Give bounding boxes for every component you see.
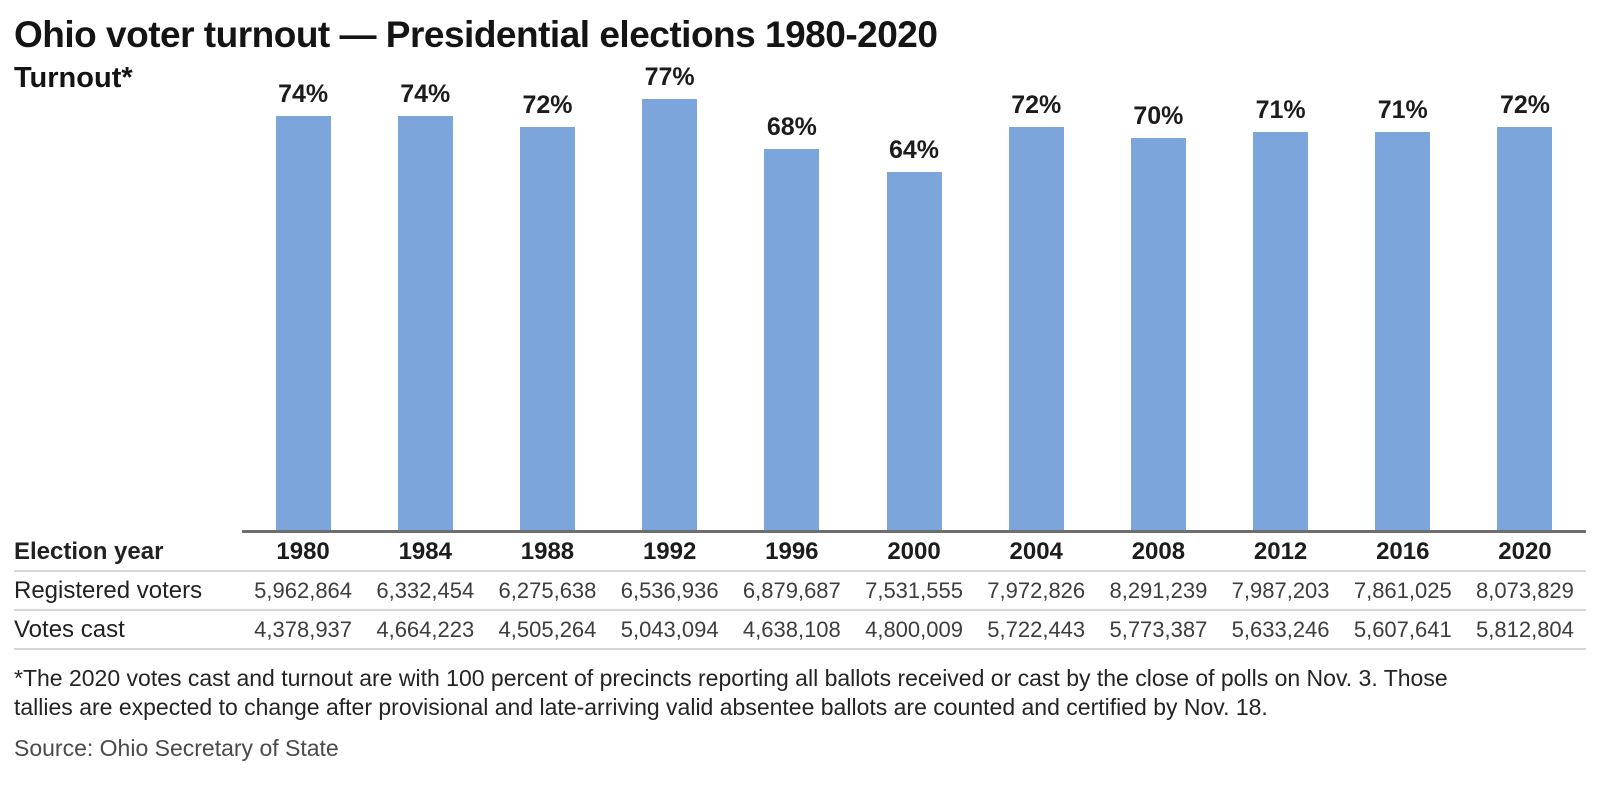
bar-column-1988: 72% <box>486 60 608 530</box>
table-row-votes-cast: Votes cast 4,378,937 4,664,223 4,505,264 5,… <box>14 611 1586 650</box>
footnote-line-1: *The 2020 votes cast and turnout are wit… <box>14 665 1448 691</box>
table-cell: 7,531,555 <box>865 577 963 603</box>
bar-value-label: 72% <box>522 90 573 119</box>
bar <box>519 126 575 530</box>
table-cell: 5,633,246 <box>1231 616 1330 642</box>
bar-column-2012: 71% <box>1220 60 1342 530</box>
table-cell: 7,972,826 <box>987 577 1086 603</box>
bar-value-label: 64% <box>889 135 940 164</box>
bar-value-label: 70% <box>1133 102 1184 130</box>
bar-value-label: 72% <box>1499 90 1550 119</box>
table-cell: 6,536,936 <box>620 577 719 603</box>
row-label-registered-voters: Registered voters <box>14 576 203 604</box>
table-cell: 6,275,638 <box>498 577 597 603</box>
table-cell: 5,812,804 <box>1476 616 1574 642</box>
table-cell: 4,664,223 <box>376 616 475 642</box>
table-cell: 5,773,387 <box>1109 616 1208 642</box>
turnout-bar-chart: Turnout* 74% 74% 72% 77% 68% 64% 72% 70% 71% 71% 7… <box>14 60 1586 533</box>
table-cell: 1996 <box>765 537 819 565</box>
footnote: *The 2020 votes cast and turnout are wit… <box>14 664 1586 723</box>
bar-value-label: 72% <box>1011 90 1062 119</box>
bar-column-1996: 68% <box>731 60 853 530</box>
table-cell: 7,861,025 <box>1353 577 1452 603</box>
bar <box>1008 126 1064 530</box>
bar-column-2000: 64% <box>853 60 975 530</box>
bar <box>1253 132 1309 530</box>
table-cell: 4,638,108 <box>742 616 841 642</box>
table-cell: 1984 <box>398 537 452 565</box>
table-cell: 2000 <box>887 537 941 565</box>
row-label-votes-cast: Votes cast <box>14 615 125 643</box>
table-cell: 7,987,203 <box>1231 577 1330 603</box>
table-cell: 5,722,443 <box>987 616 1086 642</box>
table-cell: 8,073,829 <box>1476 577 1574 603</box>
row-label-election-year: Election year <box>14 537 164 565</box>
bar-column-2020: 72% <box>1464 60 1586 530</box>
table-cell: 5,962,864 <box>254 577 353 603</box>
page-title: Ohio voter turnout — Presidential electi… <box>14 14 938 55</box>
bar-column-1980: 74% <box>242 60 364 530</box>
bar <box>764 149 820 530</box>
bar <box>886 171 942 530</box>
table-cell: 2012 <box>1253 537 1308 565</box>
source-credit: Source: Ohio Secretary of State <box>14 734 339 761</box>
bar-value-label: 74% <box>400 79 451 108</box>
table-cell: 4,378,937 <box>254 616 353 642</box>
table-cell: 4,505,264 <box>498 616 597 642</box>
bar-column-1984: 74% <box>364 60 486 530</box>
table-cell: 2004 <box>1009 537 1063 565</box>
table-cell: 2016 <box>1376 537 1430 565</box>
bar <box>1497 126 1553 530</box>
table-cell: 8,291,239 <box>1109 577 1208 603</box>
bar-column-2016: 71% <box>1342 60 1464 530</box>
bar-value-label: 71% <box>1255 96 1306 125</box>
table-cell: 5,043,094 <box>620 616 719 642</box>
bar-column-2004: 72% <box>975 60 1097 530</box>
table-cell: 2008 <box>1131 537 1186 565</box>
table-cell: 4,800,009 <box>865 616 963 642</box>
bar-column-2008: 70% <box>1097 60 1219 530</box>
table-row-registered-voters: Registered voters 5,962,864 6,332,454 6,27… <box>14 572 1586 611</box>
footnote-line-2: tallies are expected to change after pro… <box>14 694 1268 721</box>
bar <box>642 98 698 530</box>
table-cell: 6,879,687 <box>742 577 841 603</box>
bar-value-label: 68% <box>766 113 817 142</box>
chart-plot-area: 74% 74% 72% 77% 68% 64% 72% 70% 71% 71% 72% <box>242 60 1586 533</box>
chart-y-axis-label: Turnout* <box>14 62 133 94</box>
bar-column-1992: 77% <box>609 60 731 530</box>
table-cell: 1980 <box>276 537 330 565</box>
table-cell: 6,332,454 <box>376 577 475 603</box>
bar-value-label: 74% <box>278 79 329 108</box>
bar <box>275 115 331 530</box>
bar <box>397 115 453 530</box>
table-row-election-year: Election year 1980 1984 1988 1992 1996 2000 20… <box>14 533 1586 572</box>
table-cell: 2020 <box>1498 537 1552 565</box>
table-cell: 1988 <box>520 537 575 565</box>
table-cell: 5,607,641 <box>1353 616 1452 642</box>
bar-value-label: 71% <box>1377 96 1428 125</box>
bar <box>1375 132 1431 530</box>
bar-value-label: 77% <box>644 62 695 91</box>
bar <box>1130 138 1186 530</box>
table-cell: 1992 <box>642 537 697 565</box>
